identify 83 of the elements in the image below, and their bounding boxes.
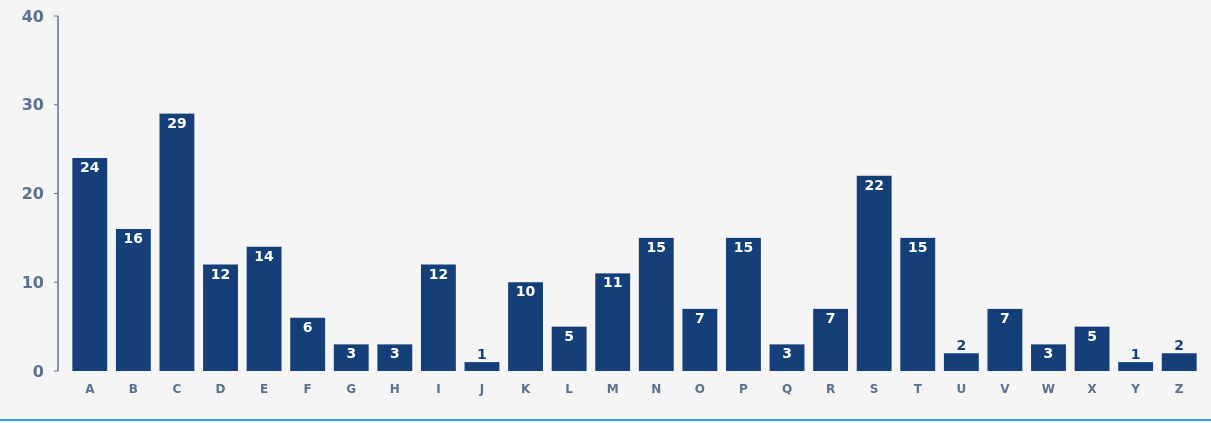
x-tick-label: D xyxy=(215,382,226,396)
data-label: 22 xyxy=(864,176,884,193)
bar xyxy=(290,317,326,371)
bar xyxy=(115,229,151,371)
bar xyxy=(987,308,1023,371)
bar xyxy=(856,175,892,371)
bar xyxy=(203,264,238,371)
data-label: 5 xyxy=(564,327,575,344)
data-label: 16 xyxy=(123,230,144,246)
x-tick-label: F xyxy=(303,382,312,396)
data-label: 2 xyxy=(1174,337,1185,354)
data-label: 2 xyxy=(956,337,967,354)
x-tick-label: T xyxy=(913,382,923,396)
data-label: 10 xyxy=(515,283,536,300)
bar xyxy=(508,282,543,371)
data-label: 24 xyxy=(80,159,100,175)
y-tick-label: 40 xyxy=(21,6,44,26)
bar xyxy=(464,362,500,371)
bar xyxy=(943,353,979,371)
x-tick-label: A xyxy=(85,382,96,396)
bar xyxy=(595,273,631,371)
data-label: 7 xyxy=(1000,309,1010,326)
data-label: 3 xyxy=(782,345,792,362)
data-label: 14 xyxy=(254,247,275,264)
y-tick-label: 10 xyxy=(21,272,44,292)
data-label: 15 xyxy=(646,238,667,255)
data-label: 29 xyxy=(167,114,187,131)
x-tick-label: P xyxy=(739,382,749,396)
x-tick-label: Q xyxy=(781,382,793,396)
x-tick-label: E xyxy=(259,382,269,396)
data-label: 1 xyxy=(1130,346,1141,363)
x-tick-label: X xyxy=(1087,382,1098,396)
bar xyxy=(1031,344,1066,371)
data-label: 15 xyxy=(908,238,928,255)
bar xyxy=(72,158,108,371)
x-tick-label: Z xyxy=(1174,382,1184,396)
bar xyxy=(682,308,718,371)
bar xyxy=(551,326,587,371)
y-tick-label: 20 xyxy=(21,184,44,204)
data-label: 3 xyxy=(346,345,357,362)
x-tick-label: Y xyxy=(1130,382,1141,396)
bar xyxy=(726,237,761,371)
x-tick-label: G xyxy=(346,382,357,396)
bar xyxy=(769,344,805,371)
x-tick-label: O xyxy=(694,382,705,396)
bar xyxy=(1074,326,1110,371)
bar xyxy=(900,237,936,371)
data-label: 12 xyxy=(210,265,231,282)
y-tick-label: 30 xyxy=(21,95,44,115)
x-tick-label: U xyxy=(956,382,967,396)
bar xyxy=(159,113,195,371)
x-tick-label: L xyxy=(565,382,574,396)
bar xyxy=(420,264,456,371)
data-label: 3 xyxy=(389,345,400,362)
x-tick-label: H xyxy=(389,382,400,396)
data-label: 3 xyxy=(1043,345,1054,362)
data-label: 1 xyxy=(477,346,487,363)
data-label: 11 xyxy=(602,274,623,291)
y-tick-label: 0 xyxy=(32,361,44,381)
bar xyxy=(1118,362,1154,371)
data-label: 15 xyxy=(733,238,754,255)
x-tick-label: J xyxy=(478,382,485,396)
bar xyxy=(813,308,849,371)
bar xyxy=(246,246,282,371)
data-label: 7 xyxy=(825,309,836,326)
x-tick-label: B xyxy=(128,382,138,396)
data-label: 6 xyxy=(302,318,313,335)
x-tick-label: C xyxy=(172,382,182,396)
data-label: 12 xyxy=(428,265,449,282)
x-tick-label: M xyxy=(606,382,619,396)
x-tick-label: N xyxy=(651,382,662,396)
x-tick-label: W xyxy=(1041,382,1056,396)
bar xyxy=(1161,353,1197,371)
data-label: 5 xyxy=(1087,327,1097,344)
x-tick-label: S xyxy=(869,382,879,396)
bar xyxy=(333,344,369,371)
x-tick-label: K xyxy=(520,382,531,396)
bar xyxy=(377,344,413,371)
bar xyxy=(638,237,674,371)
x-tick-label: I xyxy=(436,382,441,396)
x-tick-label: V xyxy=(1000,382,1011,396)
x-tick-label: R xyxy=(825,382,836,396)
data-label: 7 xyxy=(694,309,705,326)
